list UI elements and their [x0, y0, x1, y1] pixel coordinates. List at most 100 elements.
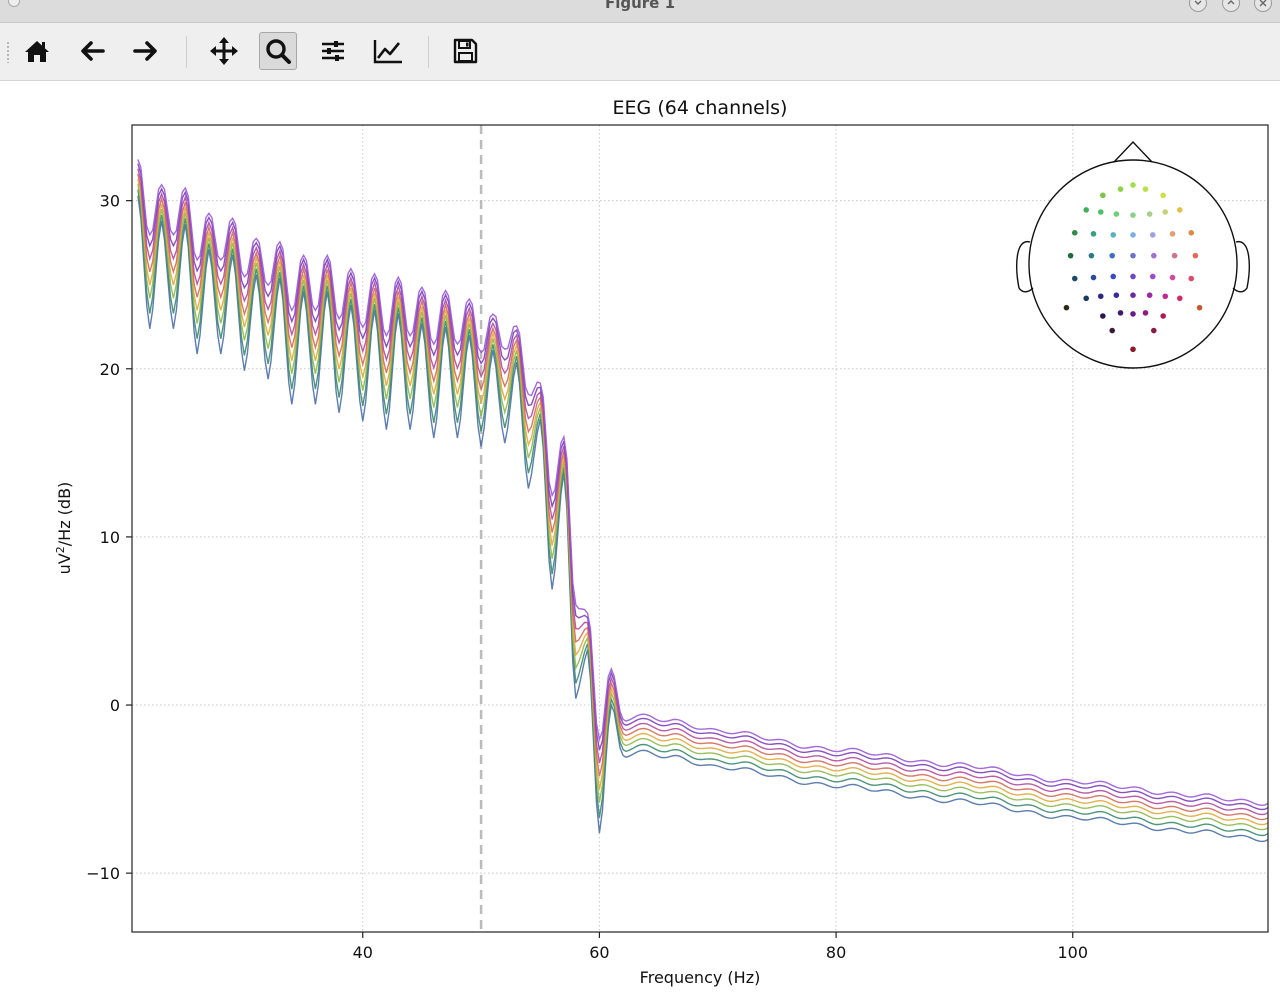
- toolbar-separator: [428, 36, 429, 68]
- close-button[interactable]: [1254, 0, 1272, 12]
- line-chart-icon: [373, 40, 402, 64]
- chevron-down-icon: [1194, 0, 1202, 5]
- sensor-dot: [1130, 273, 1136, 280]
- sensor-dot: [1109, 327, 1115, 334]
- sensor-dot: [1146, 292, 1153, 298]
- y-axis-label: uV2/Hz (dB): [54, 482, 74, 575]
- sensor-dot: [1151, 327, 1157, 334]
- sensor-dot: [1169, 231, 1176, 237]
- sensor-dot: [1117, 186, 1124, 192]
- sensor-dot: [1142, 310, 1149, 316]
- sensor-dot: [1192, 252, 1199, 259]
- sensor-dot: [1063, 304, 1070, 311]
- sensor-dot: [1196, 304, 1203, 311]
- sensor-dot: [1100, 313, 1106, 319]
- sensor-dot: [1083, 295, 1089, 302]
- back-button[interactable]: [73, 32, 111, 70]
- channel-traces: [137, 159, 1268, 843]
- channel-trace: [137, 178, 1268, 826]
- sensor-dot: [1130, 212, 1136, 218]
- sensor-dot: [1083, 207, 1089, 213]
- close-icon: [1259, 0, 1267, 7]
- arrow-right-icon: [133, 41, 157, 61]
- left-ear-outline: [1016, 241, 1034, 293]
- sensor-dot: [1160, 192, 1166, 199]
- nose-outline: [1113, 140, 1153, 163]
- x-tick-label: 40: [353, 943, 373, 962]
- maximize-button[interactable]: [1222, 0, 1240, 12]
- sensor-dot: [1130, 232, 1136, 238]
- sensor-dot: [1109, 252, 1115, 259]
- home-icon: [25, 41, 49, 62]
- sensor-dot: [1177, 207, 1183, 213]
- sensor-dot: [1130, 311, 1136, 317]
- window-title: Figure 1: [604, 0, 676, 12]
- y-tick-label: 20: [100, 360, 120, 379]
- save-button[interactable]: [446, 32, 484, 70]
- channel-trace: [137, 189, 1268, 837]
- sensor-dot: [1149, 273, 1156, 280]
- sensor-dot: [1146, 211, 1153, 217]
- configure-subplots-button[interactable]: [314, 32, 352, 70]
- window-title-bar: Figure 1: [0, 0, 1280, 23]
- sensor-dot: [1110, 232, 1117, 238]
- sensor-dot: [1130, 182, 1136, 188]
- head-outline: [1028, 159, 1238, 369]
- navigation-toolbar: [0, 23, 1280, 81]
- y-tick-label: −10: [86, 864, 120, 883]
- sensor-dot: [1067, 252, 1074, 259]
- customize-button[interactable]: [369, 32, 407, 70]
- pan-button[interactable]: [205, 32, 243, 70]
- sensor-dot: [1188, 275, 1195, 282]
- y-tick-label: 0: [110, 696, 120, 715]
- forward-button[interactable]: [127, 32, 165, 70]
- sensor-dot: [1149, 232, 1156, 238]
- sensor-dot: [1162, 209, 1169, 215]
- sensor-dot: [1113, 292, 1120, 298]
- magnifier-icon: [266, 39, 291, 64]
- right-ear-outline: [1232, 241, 1250, 293]
- sensor-dot: [1071, 275, 1078, 282]
- sensor-dot: [1071, 230, 1078, 236]
- floppy-disk-icon: [453, 38, 478, 64]
- minimize-button[interactable]: [1189, 0, 1207, 12]
- x-tick-label: 100: [1057, 943, 1088, 962]
- figure-canvas[interactable]: EEG (64 channels) 40 60 80 100 −10 0 10 20 30 Fr…: [0, 81, 1280, 993]
- toolbar-separator: [186, 36, 187, 68]
- chevron-up-icon: [1227, 0, 1235, 5]
- psd-plot[interactable]: EEG (64 channels) 40 60 80 100 −10 0 10 20 30 Fr…: [0, 81, 1280, 993]
- channel-trace: [137, 183, 1268, 831]
- sensor-dot: [1097, 293, 1104, 300]
- sensor-dot: [1151, 252, 1157, 259]
- sensor-dot: [1113, 211, 1120, 217]
- x-axis-label: Frequency (Hz): [640, 968, 761, 987]
- sensor-dot: [1188, 230, 1195, 236]
- x-tick-label: 80: [826, 943, 846, 962]
- sensor-dot: [1100, 192, 1106, 199]
- channel-trace: [137, 168, 1268, 816]
- home-button[interactable]: [18, 32, 56, 70]
- arrow-left-icon: [81, 41, 105, 61]
- y-tick-label: 30: [100, 192, 120, 211]
- toolbar-grip-handle[interactable]: [6, 41, 11, 63]
- y-tick-label: 10: [100, 528, 120, 547]
- sensor-dot: [1088, 252, 1095, 259]
- plot-title: EEG (64 channels): [613, 97, 788, 119]
- sensor-dot: [1130, 292, 1136, 298]
- sensor-dot: [1130, 252, 1136, 259]
- channel-trace: [137, 195, 1268, 843]
- sensor-dot: [1090, 231, 1097, 237]
- axis-ticks: 40 60 80 100 −10 0 10 20 30: [86, 192, 1088, 962]
- sensor-dot: [1117, 310, 1124, 316]
- move-icon: [210, 37, 238, 65]
- sensor-dot: [1160, 313, 1166, 319]
- channel-trace: [137, 163, 1268, 811]
- sliders-icon: [322, 41, 344, 61]
- sensor-dot: [1162, 293, 1169, 300]
- channel-trace: [137, 159, 1268, 807]
- sensor-layout-inset: [1016, 140, 1250, 369]
- trace-group: [137, 159, 1268, 843]
- sensor-dot: [1142, 186, 1149, 192]
- zoom-button[interactable]: [259, 32, 297, 70]
- sensor-dot: [1171, 252, 1178, 259]
